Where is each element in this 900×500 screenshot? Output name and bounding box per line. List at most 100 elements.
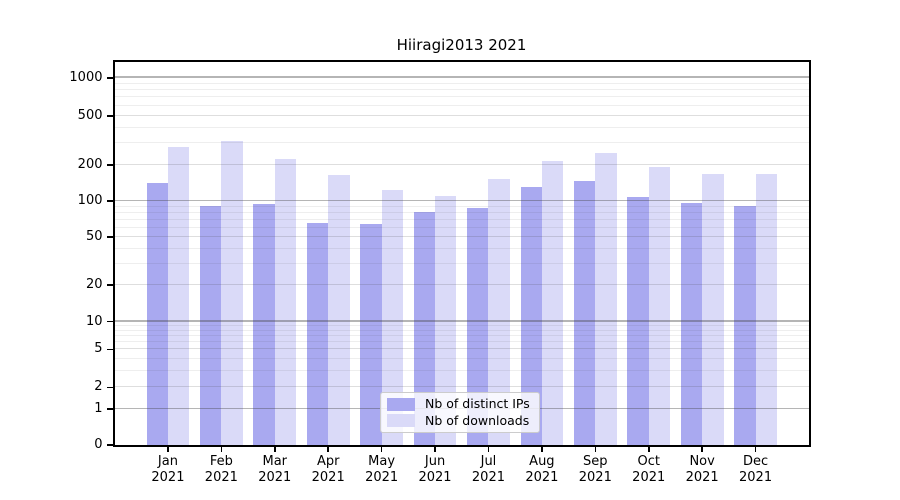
legend-item-distinct-ips: Nb of distinct IPs: [387, 397, 533, 411]
y-axis-tick-label-500: 500: [77, 107, 103, 123]
x-axis-tick-aug: [541, 447, 543, 452]
x-axis-tick-apr: [327, 447, 329, 452]
bar-distinct-ips-jan: [146, 182, 168, 445]
y-axis-tick-500: [106, 114, 113, 117]
x-axis-tick-jul: [487, 447, 490, 452]
y-axis-tick-label-50: 50: [85, 229, 103, 245]
gridline-200: [114, 163, 809, 165]
gridline-6: [114, 341, 809, 343]
x-axis-tick-label-jan: Jan 2021: [151, 454, 185, 485]
gridline-20: [114, 283, 809, 285]
plot-area-inner: [114, 62, 809, 445]
y-axis-tick-label-200: 200: [77, 156, 103, 172]
bar-downloads-apr: [328, 174, 350, 445]
gridline-4: [114, 357, 809, 359]
y-axis-tick-100: [106, 200, 113, 203]
y-axis-tick-2: [106, 386, 113, 389]
y-axis-tick-label-0: 0: [94, 437, 103, 452]
bar-distinct-ips-feb: [199, 206, 222, 445]
x-axis-tick-label-may: May 2021: [365, 454, 399, 485]
bar-distinct-ips-nov: [680, 203, 703, 445]
bar-distinct-ips-oct: [627, 197, 649, 445]
bar-downloads-mar: [274, 159, 297, 445]
bar-downloads-aug: [541, 160, 564, 445]
bar-downloads-nov: [702, 174, 724, 445]
gridline-100: [114, 199, 809, 202]
x-axis-tick-label-aug: Aug 2021: [525, 454, 559, 485]
y-axis-tick-10: [106, 320, 113, 323]
x-axis-tick-mar: [273, 447, 276, 452]
bar-downloads-jun: [435, 195, 457, 445]
x-axis-tick-may: [380, 447, 383, 452]
gridline-3: [114, 369, 809, 371]
gridline-900: [114, 82, 809, 84]
gridline-400: [114, 126, 809, 128]
gridline-40: [114, 247, 809, 249]
gridline-2: [114, 386, 809, 388]
x-axis-tick-jan: [167, 447, 169, 452]
gridline-7: [114, 334, 809, 336]
bar-distinct-ips-may: [360, 223, 382, 445]
gridline-800: [114, 89, 809, 91]
y-axis-tick-label-1000: 1000: [69, 69, 103, 85]
y-axis-tick-label-10: 10: [85, 313, 103, 329]
y-axis-tick-label-2: 2: [94, 379, 103, 395]
legend-item-downloads: Nb of downloads: [387, 412, 533, 428]
x-axis-tick-label-mar: Mar 2021: [258, 454, 292, 485]
gridline-70: [114, 218, 809, 220]
x-axis-tick-label-sep: Sep 2021: [578, 454, 612, 485]
bar-distinct-ips-mar: [253, 204, 275, 445]
y-axis-tick-1000: [106, 77, 113, 79]
x-axis-tick-label-jul: Jul 2021: [471, 454, 505, 485]
y-axis-tick-1: [106, 408, 113, 410]
x-axis-tick-label-jun: Jun 2021: [418, 454, 452, 485]
gridline-10: [114, 320, 809, 322]
bar-downloads-jul: [488, 179, 510, 445]
y-axis-tick-label-20: 20: [85, 276, 103, 292]
legend: Nb of distinct IPs Nb of downloads: [380, 392, 540, 433]
bar-downloads-oct: [648, 167, 671, 445]
bar-distinct-ips-jul: [467, 207, 489, 445]
x-axis-tick-label-oct: Oct 2021: [632, 454, 666, 485]
x-axis-tick-nov: [701, 447, 703, 452]
bar-downloads-dec: [755, 174, 777, 445]
gridline-5: [114, 348, 809, 350]
y-axis-tick-label-5: 5: [94, 341, 103, 357]
bar-downloads-jan: [167, 147, 190, 445]
bar-distinct-ips-dec: [734, 206, 756, 445]
legend-label-distinct-ips: Nb of distinct IPs: [425, 396, 530, 412]
bar-distinct-ips-sep: [573, 181, 596, 445]
gridline-9: [114, 324, 809, 326]
gridline-700: [114, 96, 809, 98]
gridline-90: [114, 205, 809, 207]
x-axis-tick-jun: [434, 447, 436, 452]
legend-label-downloads: Nb of downloads: [425, 412, 530, 428]
x-axis-tick-sep: [594, 447, 597, 452]
gridline-80: [114, 211, 809, 213]
legend-swatch-distinct-ips: [387, 397, 415, 411]
gridline-50: [114, 236, 809, 238]
bar-downloads-may: [381, 189, 403, 445]
gridline-500: [114, 114, 809, 116]
y-axis-tick-label-1: 1: [94, 401, 103, 417]
bar-distinct-ips-apr: [306, 222, 329, 445]
x-axis-tick-label-nov: Nov 2021: [685, 454, 719, 485]
gridline-300: [114, 142, 809, 144]
x-axis-tick-feb: [220, 447, 223, 452]
x-axis-tick-oct: [647, 447, 650, 452]
plot-area: [112, 60, 811, 447]
gridline-30: [114, 262, 809, 264]
chart-title: Hiiragi2013 2021: [396, 36, 527, 54]
gridline-8: [114, 329, 809, 331]
y-axis-tick-50: [106, 236, 113, 238]
legend-swatch-downloads: [387, 414, 415, 428]
x-axis-tick-dec: [754, 447, 757, 452]
bar-distinct-ips-aug: [520, 187, 542, 445]
x-axis-tick-label-dec: Dec 2021: [739, 454, 773, 485]
gridline-600: [114, 104, 809, 106]
bar-downloads-feb: [221, 141, 243, 445]
y-axis-tick-20: [106, 284, 113, 286]
y-axis-tick-5: [106, 348, 113, 351]
gridline-60: [114, 226, 809, 228]
